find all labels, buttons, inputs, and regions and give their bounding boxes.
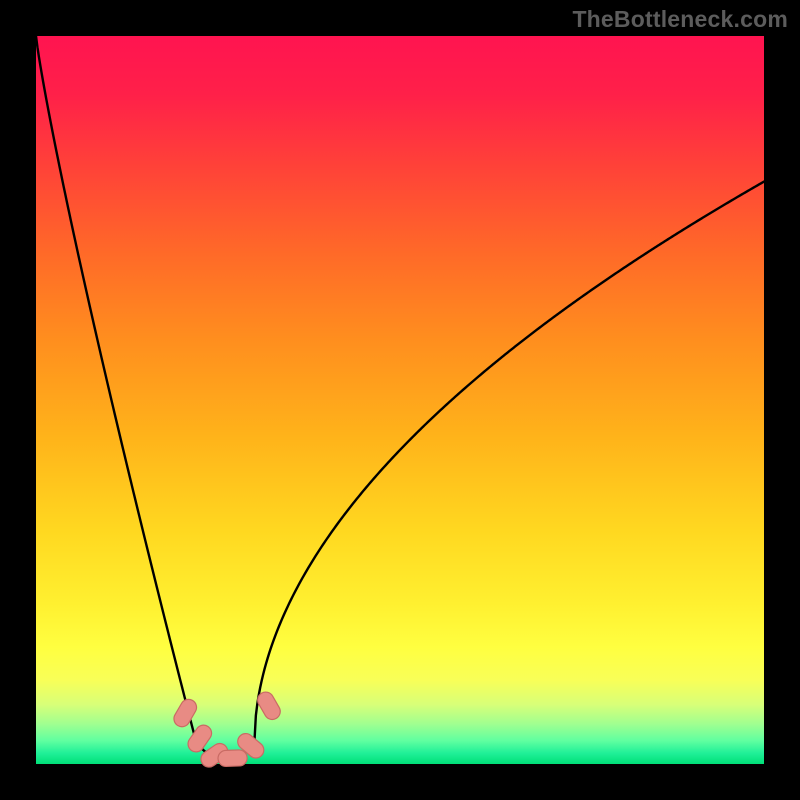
data-marker [218,750,248,767]
plot-background-gradient [36,36,764,764]
chart-container: TheBottleneck.com [0,0,800,800]
bottleneck-chart-svg [0,0,800,800]
watermark-text: TheBottleneck.com [572,6,788,33]
